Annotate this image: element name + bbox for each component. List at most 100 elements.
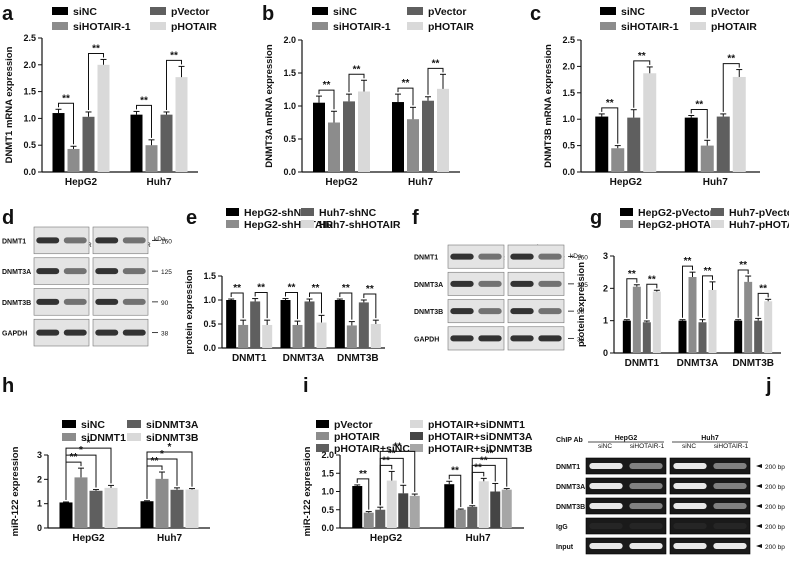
significance-label: **: [388, 448, 396, 459]
bar: [334, 300, 345, 348]
y-tick-label: 2.0: [321, 450, 334, 460]
blot-strip: [507, 244, 565, 269]
blot-band: [713, 523, 747, 529]
legend-entry: pHOTAIR+siDNMT3B: [428, 443, 533, 455]
bar: [744, 281, 753, 353]
legend-entry: pHOTAIR+siDNMT3A: [428, 431, 533, 443]
legend-swatch: [52, 22, 68, 30]
significance-bracket: [626, 278, 638, 318]
bar: [74, 477, 88, 528]
x-tick-label: HepG2: [610, 177, 643, 188]
bar: [700, 145, 714, 172]
blot-band: [478, 335, 502, 342]
blot-strip: [585, 477, 667, 495]
blot-band: [122, 268, 146, 275]
bar: [97, 64, 110, 172]
legend-swatch: [600, 22, 616, 30]
blot-band: [95, 298, 119, 305]
legend-swatch: [150, 22, 166, 30]
significance-label: **: [486, 448, 494, 459]
blot-band: [478, 253, 502, 260]
blot-strip: [669, 477, 751, 495]
y-tick-label: 1.5: [23, 87, 36, 97]
x-tick-label: HepG2: [65, 177, 98, 188]
significance-label: **: [648, 274, 656, 285]
size-marker-label: 200 bp: [765, 484, 785, 491]
legend-entry: pVector: [334, 419, 373, 431]
bar: [684, 117, 698, 172]
panel-letter-j: j: [765, 375, 772, 397]
bar: [358, 91, 370, 172]
bar: [358, 302, 369, 348]
blot-band: [713, 503, 747, 509]
significance-bracket: [166, 59, 182, 110]
legend-entry: siDNMT3A: [146, 419, 199, 431]
significance-bracket: [88, 52, 104, 110]
legend-swatch: [62, 433, 76, 441]
y-axis-label: protein expression: [576, 262, 587, 347]
blot-band: [589, 483, 623, 489]
bar: [238, 324, 249, 348]
panel-letter-e: e: [186, 207, 197, 229]
legend-swatch: [407, 22, 423, 30]
significance-bracket: [646, 283, 658, 319]
blot-strip: [507, 271, 565, 296]
panel-letter-g: g: [590, 207, 602, 229]
x-tick-label: Huh7: [408, 177, 433, 188]
size-marker-label: 38: [161, 331, 169, 338]
y-axis-label: miR-122 expression: [302, 446, 313, 536]
panel-letter-f: f: [412, 207, 419, 229]
legend-swatch: [690, 7, 706, 15]
bar: [104, 487, 118, 528]
charts-layer: a siNCsiHOTAIR-1pVectorpHOTAIR0.00.51.01.…: [2, 3, 789, 544]
legend-entry: pVector: [171, 6, 210, 18]
significance-label: **: [684, 256, 692, 267]
kda-unit-label: kDa: [154, 236, 166, 243]
blot-band: [450, 308, 474, 315]
legend-swatch: [711, 208, 724, 216]
blot-band: [122, 298, 146, 305]
bar: [130, 114, 143, 172]
blot-panel-f: fkDaHepG2pVectorpHOTAIRHuh7pVectorpHOTAI…: [412, 207, 588, 351]
significance-label: **: [727, 54, 735, 65]
significance-bracket: [230, 292, 244, 319]
legend-swatch: [226, 220, 239, 228]
significance-label: **: [70, 452, 78, 463]
legend-entry: Huh7-pVector: [729, 207, 789, 219]
panel-letter-b: b: [262, 3, 274, 25]
blot-band: [713, 483, 747, 489]
blot-row-label: DNMT1: [556, 464, 580, 471]
y-tick-label: 2: [37, 474, 42, 484]
legend-swatch: [690, 22, 706, 30]
legend-swatch: [127, 420, 141, 428]
blot-row-label: GAPDH: [414, 336, 439, 343]
bar: [501, 489, 512, 528]
y-tick-label: 0.0: [321, 523, 334, 533]
blot-row-label: GAPDH: [2, 331, 27, 338]
blot-row-label: IgG: [556, 524, 568, 531]
significance-label: **: [257, 283, 265, 294]
y-tick-label: 0.0: [23, 167, 36, 177]
bar: [467, 506, 478, 528]
significance-bracket: [146, 451, 193, 499]
blot-band: [629, 503, 663, 509]
significance-bracket: [65, 447, 112, 500]
significance-label: **: [342, 283, 350, 294]
legend-entry: Huh7-pHOTAIR: [729, 219, 789, 231]
legend-entry: pVector: [711, 6, 750, 18]
y-tick-label: 3: [603, 251, 608, 261]
bar: [764, 301, 773, 353]
blot-band: [63, 298, 87, 305]
bar: [734, 320, 743, 353]
blot-band: [589, 523, 623, 529]
blot-row-label: DNMT3B: [414, 309, 443, 316]
legend-swatch: [620, 220, 633, 228]
blot-row-label: DNMT3A: [556, 484, 585, 491]
y-tick-label: 0.0: [203, 343, 216, 353]
blot-strip: [669, 457, 751, 475]
bar: [643, 73, 657, 172]
y-tick-label: 1: [37, 499, 42, 509]
bar: [140, 501, 154, 528]
y-axis-label: DNMT3A mRNA expression: [264, 44, 275, 168]
blot-band: [510, 335, 534, 342]
